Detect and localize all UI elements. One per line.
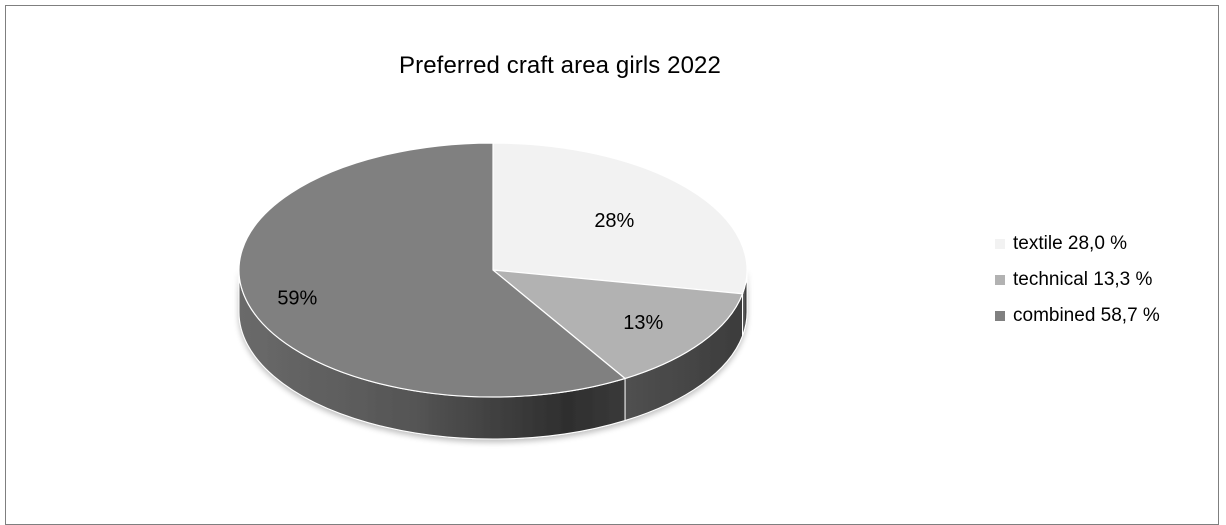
- legend-label-combined: combined 58,7 %: [1013, 305, 1160, 326]
- legend-label-technical: technical 13,3 %: [1013, 269, 1153, 290]
- legend-item-technical: technical 13,3 %: [995, 262, 1160, 298]
- pie-chart: 28% 13% 59%: [238, 142, 748, 440]
- chart-title: Preferred craft area girls 2022: [399, 52, 721, 79]
- pie-slice-technical: [491, 269, 744, 380]
- legend-label-textile: textile 28,0 %: [1013, 233, 1128, 254]
- data-label-technical: 13%: [623, 312, 663, 334]
- legend-item-textile: textile 28,0 %: [995, 226, 1160, 262]
- pie-slice-textile: [492, 142, 748, 295]
- data-label-textile: 28%: [594, 210, 634, 232]
- legend-item-combined: combined 58,7 %: [995, 298, 1160, 334]
- legend: textile 28,0 % technical 13,3 % combined…: [995, 226, 1160, 334]
- legend-swatch-textile: [995, 239, 1005, 249]
- data-label-combined: 59%: [277, 287, 317, 309]
- legend-swatch-combined: [995, 311, 1005, 321]
- pie-slice-combined: [238, 142, 627, 398]
- legend-swatch-technical: [995, 275, 1005, 285]
